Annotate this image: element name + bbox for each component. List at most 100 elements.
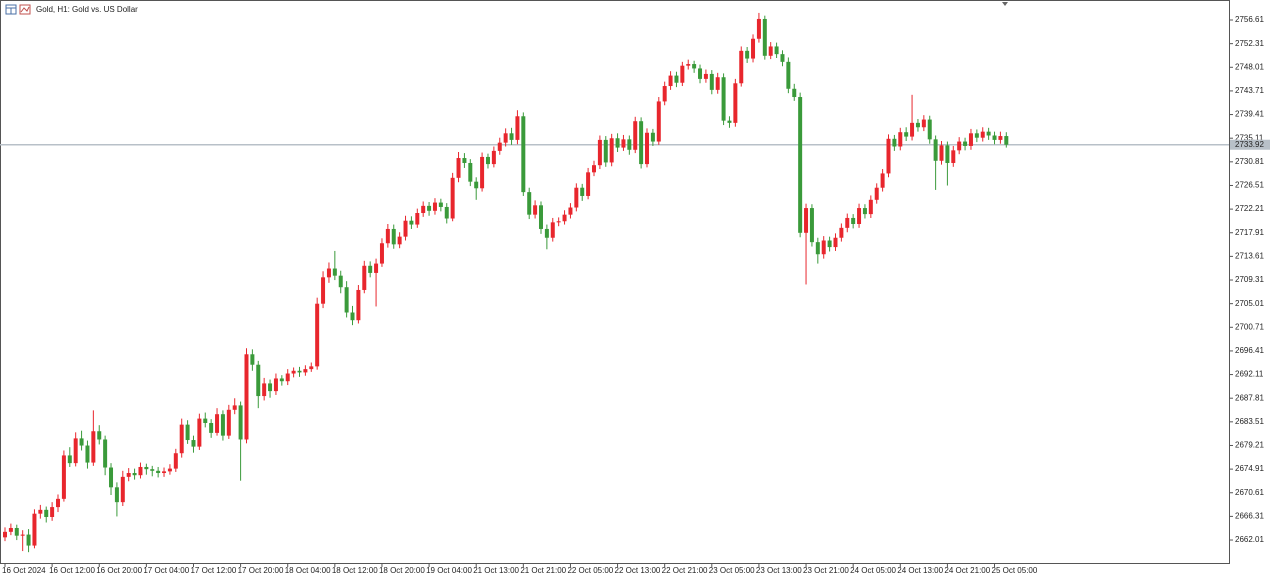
x-tick-label: 23 Oct 05:00 xyxy=(709,566,755,575)
candle-body xyxy=(338,275,343,288)
candle-body xyxy=(833,237,838,248)
candle-body xyxy=(315,303,320,367)
candle-body xyxy=(762,18,767,56)
candle-body xyxy=(468,162,473,182)
y-tick-label: 2670.61 xyxy=(1235,488,1264,497)
candle-body xyxy=(674,75,679,83)
candle-body xyxy=(845,217,850,228)
candle-body xyxy=(921,119,926,128)
candle-body xyxy=(957,141,962,151)
y-tick-label: 2692.11 xyxy=(1235,370,1264,379)
candle-body xyxy=(809,208,814,243)
candle-body xyxy=(721,77,726,121)
candle-body xyxy=(462,158,467,163)
candle-body xyxy=(38,509,43,514)
candle-body xyxy=(44,509,49,517)
candle-body xyxy=(144,466,149,470)
candle-body xyxy=(114,487,119,503)
candle-body xyxy=(303,369,308,373)
candle-body xyxy=(892,138,897,147)
y-tick-label: 2735.11 xyxy=(1235,133,1264,142)
candle-body xyxy=(3,531,7,538)
last-price-box xyxy=(1230,139,1270,150)
candle-body xyxy=(403,220,408,237)
candle-body xyxy=(326,268,331,278)
candle-body xyxy=(291,370,296,374)
candle-body xyxy=(220,414,225,436)
y-tick-label: 2739.41 xyxy=(1235,110,1264,119)
candle-body xyxy=(615,138,620,148)
candle-body xyxy=(862,208,867,215)
candle-body xyxy=(951,150,956,163)
y-tick-label: 2700.71 xyxy=(1235,322,1264,331)
candle-body xyxy=(215,414,220,433)
candle-body xyxy=(521,116,526,193)
x-tick-label: 22 Oct 13:00 xyxy=(615,566,661,575)
y-tick-label: 2717.91 xyxy=(1235,228,1264,237)
candle-body xyxy=(609,138,614,163)
candle-body xyxy=(497,142,502,151)
candle-body xyxy=(167,468,172,472)
candle-body xyxy=(56,498,61,508)
candle-body xyxy=(568,207,573,215)
x-tick-label: 24 Oct 21:00 xyxy=(944,566,990,575)
candle-body xyxy=(485,156,490,165)
candle-body xyxy=(780,54,785,62)
candle-body xyxy=(910,122,915,137)
candle-body xyxy=(597,139,602,166)
candle-body xyxy=(379,243,384,264)
candle-body xyxy=(309,366,314,370)
candle-body xyxy=(733,83,738,123)
candle-body xyxy=(745,50,750,59)
x-tick-label: 17 Oct 12:00 xyxy=(190,566,236,575)
candle-body xyxy=(639,121,644,165)
y-tick-label: 2730.81 xyxy=(1235,157,1264,166)
candle-body xyxy=(980,131,985,138)
candle-body xyxy=(968,133,973,146)
candle-body xyxy=(933,139,938,161)
candle-body xyxy=(162,471,167,474)
candle-body xyxy=(851,217,856,225)
x-tick-label: 22 Oct 05:00 xyxy=(567,566,613,575)
candle-body xyxy=(886,138,891,174)
candle-body xyxy=(14,527,19,536)
candle-body xyxy=(427,205,432,211)
candle-body xyxy=(586,172,591,196)
candle-body xyxy=(356,289,361,321)
candle-body xyxy=(798,97,803,233)
candle-body xyxy=(67,455,72,464)
x-tick-label: 23 Oct 13:00 xyxy=(756,566,802,575)
candle-body xyxy=(344,287,349,313)
candle-body xyxy=(538,205,543,229)
candle-body xyxy=(120,476,125,503)
candle-body xyxy=(491,150,496,165)
candle-body xyxy=(109,467,114,488)
candle-body xyxy=(650,132,655,142)
candle-body xyxy=(839,227,844,238)
candle-body xyxy=(203,418,208,423)
candle-body xyxy=(786,61,791,89)
candle-body xyxy=(703,73,708,79)
candle-body xyxy=(256,364,261,397)
x-tick-label: 21 Oct 13:00 xyxy=(473,566,519,575)
candle-body xyxy=(456,158,461,178)
candle-body xyxy=(562,214,567,222)
x-tick-label: 16 Oct 12:00 xyxy=(49,566,95,575)
candle-body xyxy=(804,208,809,233)
x-tick-label: 25 Oct 05:00 xyxy=(992,566,1038,575)
candle-body xyxy=(421,205,426,214)
candle-body xyxy=(438,202,443,207)
candle-body xyxy=(26,534,31,546)
candle-body xyxy=(279,378,284,382)
candle-body xyxy=(179,424,184,454)
candle-body xyxy=(527,192,532,215)
x-tick-label: 17 Oct 20:00 xyxy=(238,566,284,575)
candle-body xyxy=(191,440,196,447)
candle-body xyxy=(332,268,337,276)
candle-body xyxy=(645,132,650,165)
y-tick-label: 2705.01 xyxy=(1235,299,1264,308)
candle-body xyxy=(244,354,249,440)
y-tick-label: 2713.61 xyxy=(1235,251,1264,260)
candle-body xyxy=(397,236,402,245)
